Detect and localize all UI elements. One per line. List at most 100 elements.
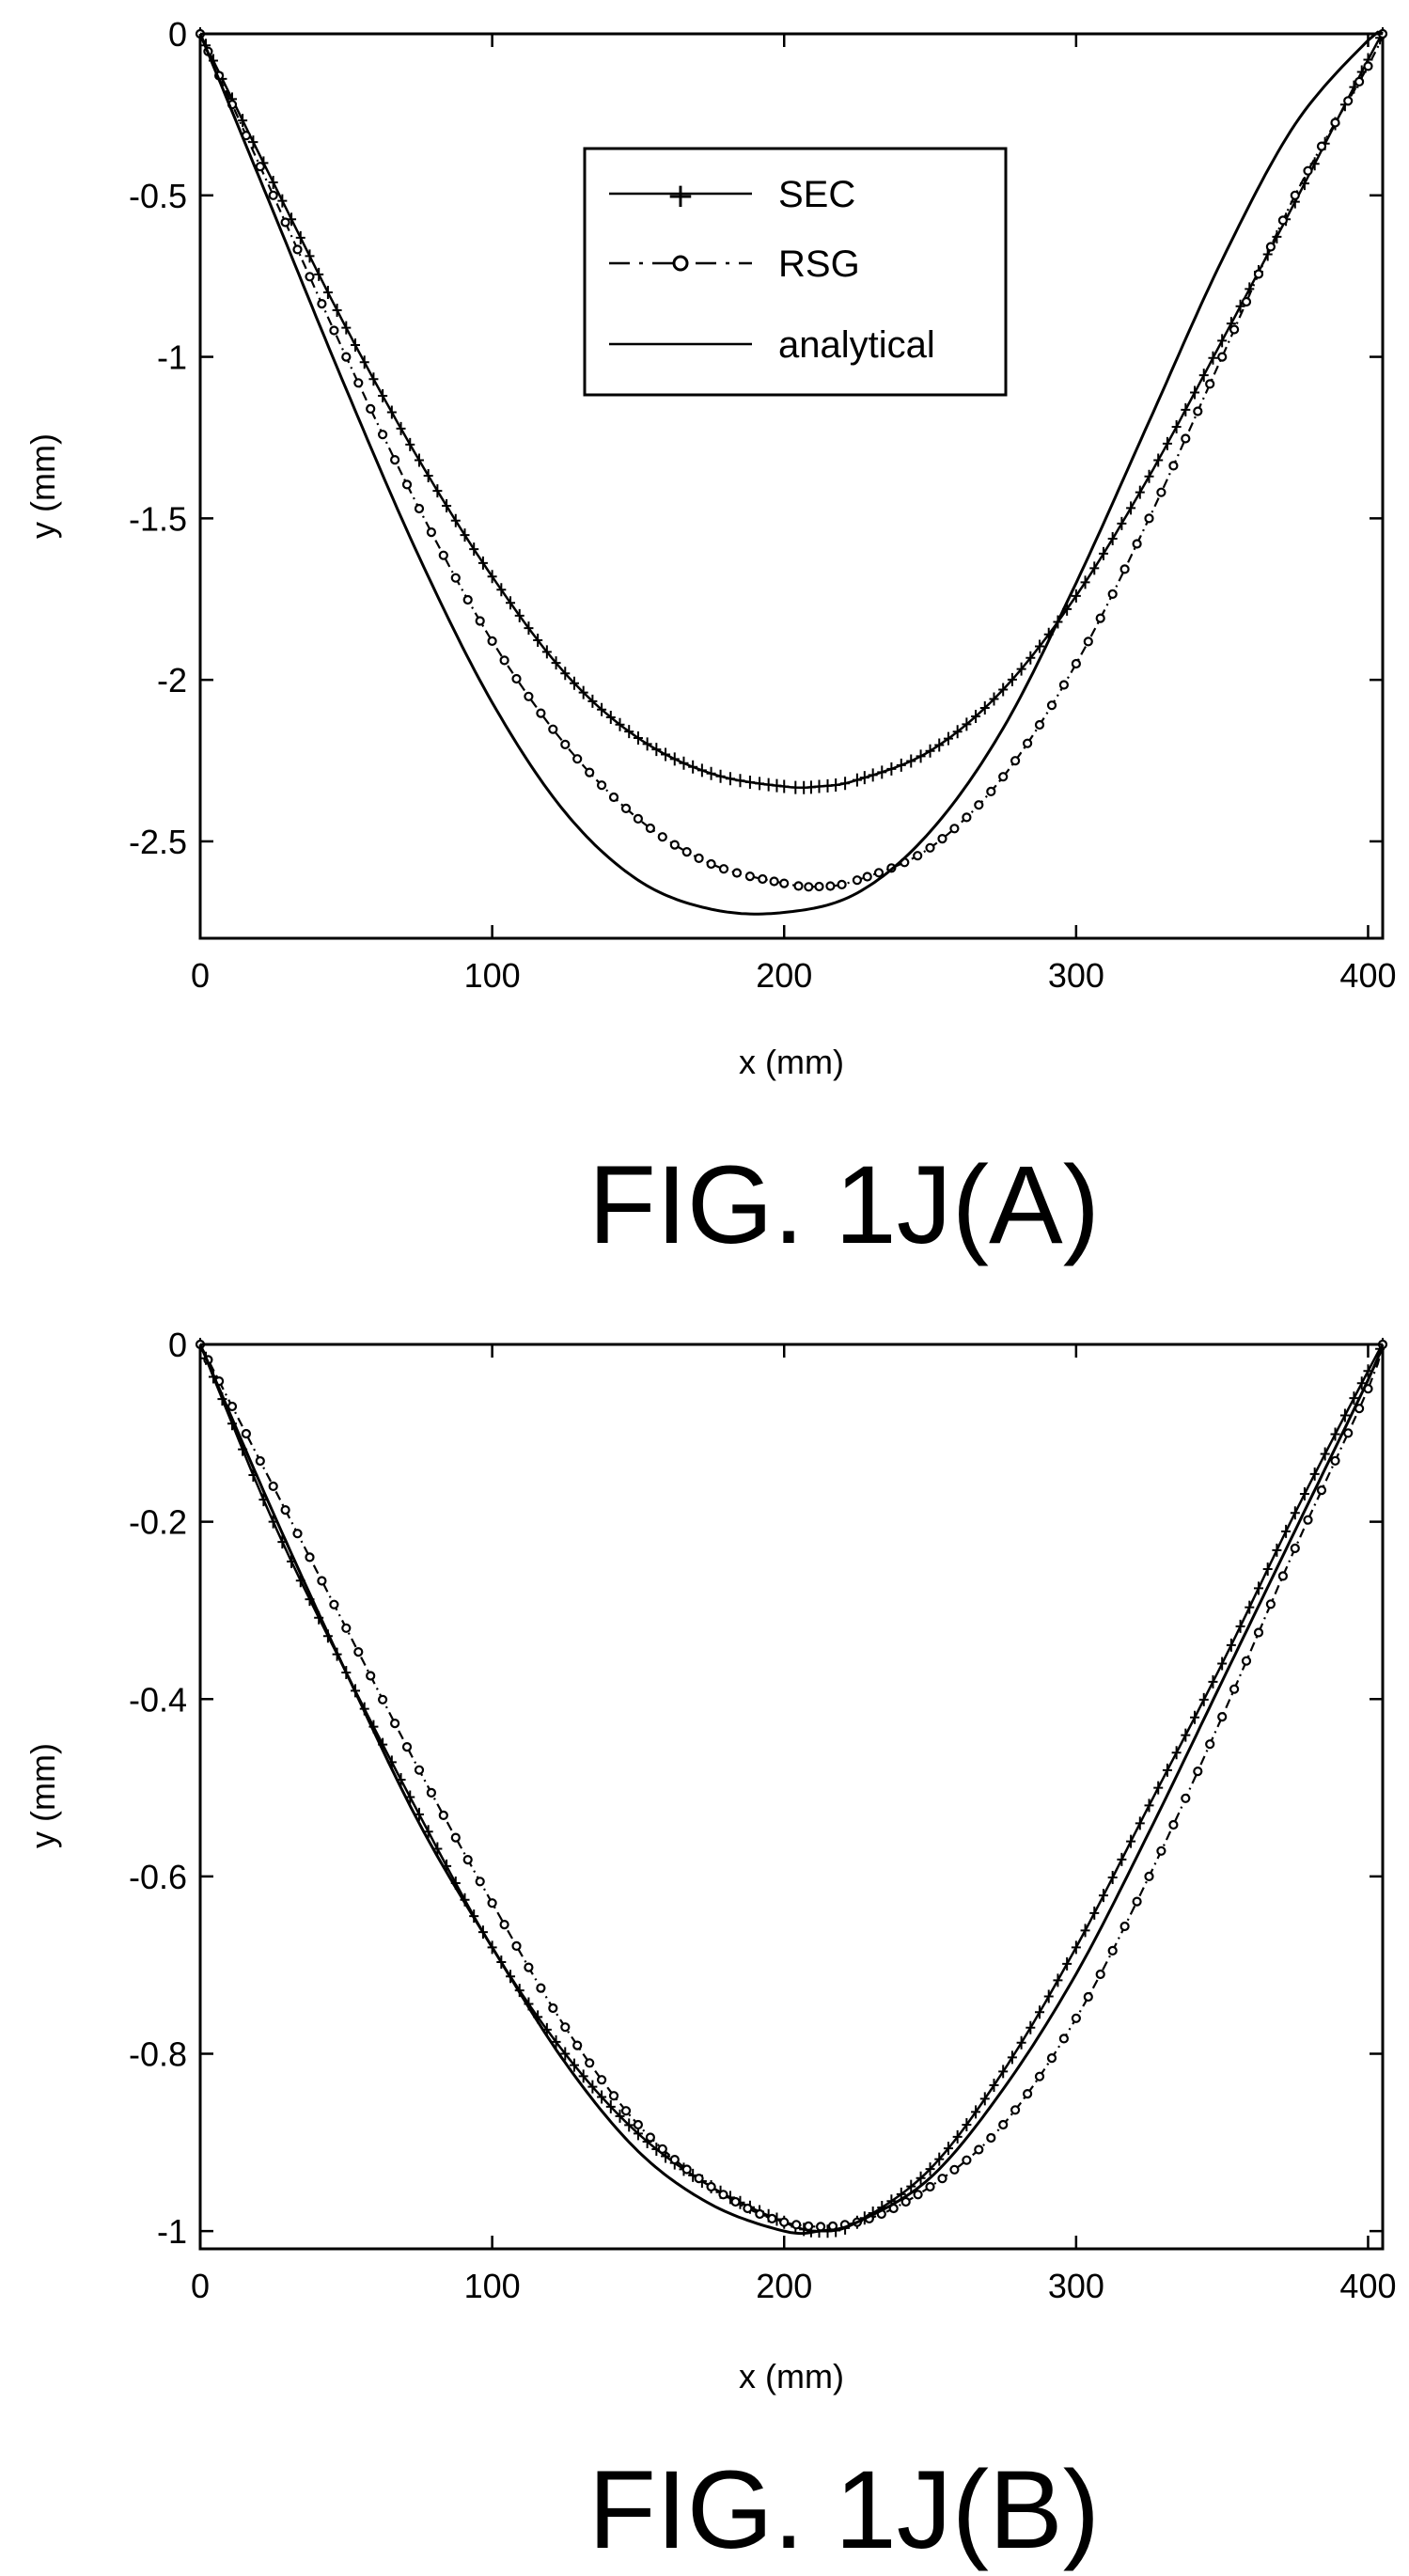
series-rsg-circle-marker [426, 526, 436, 538]
series-sec-plus-marker [1181, 402, 1191, 416]
series-sec-plus-marker [763, 778, 774, 792]
series-rsg-circle-marker [837, 879, 847, 890]
series-sec-plus-marker [1135, 485, 1145, 499]
series-rsg-circle-marker [1205, 1739, 1215, 1750]
series-sec-plus-marker [1272, 229, 1282, 243]
series-rsg-circle-marker [499, 1919, 509, 1930]
series-rsg-circle-marker [511, 1940, 522, 1951]
series-rsg-circle-marker [548, 724, 558, 734]
chart-a-ticks: 0 100 200 300 400 0 -0.5 -1 -1.5 -2 -2.5 [129, 15, 1397, 995]
series-sec-plus-marker [1262, 1563, 1273, 1577]
series-sec-plus-marker [423, 468, 433, 482]
series-rsg-circle-marker [1241, 1656, 1252, 1666]
series-rsg-circle-marker [1205, 379, 1215, 389]
series-sec-plus-marker [1025, 2020, 1036, 2034]
series-rsg-circle-marker [1034, 719, 1045, 730]
series-rsg-circle-marker [401, 1741, 413, 1752]
series-rsg-circle-marker [706, 2181, 716, 2192]
chart-b-y-axis-label: y (mm) [23, 1743, 62, 1848]
series-sec-plus-marker [1126, 501, 1136, 515]
series-sec-plus-marker [341, 321, 352, 335]
series-rsg-circle-marker [536, 708, 546, 718]
series-rsg-circle-marker [1181, 433, 1191, 444]
series-rsg-circle-marker [1071, 2013, 1082, 2023]
series-rsg-circle-marker [1046, 2053, 1057, 2064]
series-rsg-circle-marker [1290, 190, 1300, 200]
series-rsg-circle-marker [1010, 756, 1021, 766]
series-rsg-circle-marker [657, 832, 667, 842]
series-rsg-circle-marker [414, 503, 425, 514]
series-sec-plus-marker [934, 738, 945, 752]
x-tick-label: 200 [756, 2267, 812, 2305]
series-sec-plus-marker [624, 2118, 634, 2132]
series-sec-plus-marker [496, 583, 507, 597]
series-rsg-circle-marker [475, 616, 485, 626]
series-sec-plus-marker [578, 2069, 588, 2083]
series-rsg-circle-marker [255, 162, 265, 172]
series-sec-plus-marker [831, 778, 841, 793]
series-rsg-circle-marker [280, 217, 290, 228]
series-rsg-circle-marker [645, 2132, 656, 2143]
y-tick-label: -0.8 [129, 2035, 187, 2074]
series-sec-plus-marker [597, 702, 607, 716]
series-sec-plus-marker [551, 656, 561, 670]
chart-a-legend: + SEC RSG analytical [583, 147, 1008, 397]
series-rsg-circle-marker [524, 1962, 534, 1972]
series-rsg-circle-marker [1316, 141, 1327, 151]
series-sec-plus-marker [925, 744, 935, 758]
series-sec-plus-marker [477, 556, 488, 570]
series-rsg-circle-marker [1265, 242, 1276, 252]
series-rsg-circle-marker [608, 792, 619, 803]
series-rsg-circle-marker [937, 2174, 947, 2184]
series-sec-plus-marker [791, 780, 801, 794]
series-sec-plus-marker [906, 2179, 916, 2193]
series-sec-plus-marker [1016, 2035, 1026, 2050]
series-rsg-circle-marker [511, 673, 522, 684]
series-rsg-circle-marker [769, 876, 779, 887]
series-sec-plus-marker [962, 2117, 972, 2131]
series-sec-plus-marker [1162, 1763, 1172, 1777]
series-rsg-circle-marker [974, 800, 984, 810]
series-rsg-circle-marker [1119, 1921, 1130, 1932]
series-sec-plus-marker [661, 747, 671, 762]
series-rsg-circle-marker [1277, 215, 1289, 226]
series-sec-plus-marker [896, 758, 906, 772]
series-rsg-circle-marker [450, 573, 461, 583]
series-sec-plus-marker [971, 709, 981, 723]
series-rsg-circle-marker [1156, 487, 1166, 497]
chart-b-ticks: 0 100 200 300 400 0 -0.2 -0.4 -0.6 -0.8 -1 [129, 1326, 1397, 2305]
series-rsg-circle-marker [779, 2217, 790, 2227]
series-rsg-circle-marker [1343, 96, 1354, 106]
series-rsg-circle-marker [758, 873, 768, 885]
series-rsg-circle-marker [974, 2144, 984, 2155]
series-rsg-circle-marker [718, 2190, 728, 2200]
y-tick-label: -0.2 [129, 1503, 187, 1542]
series-sec-plus-marker [642, 737, 652, 751]
x-tick-label: 400 [1339, 956, 1396, 995]
series-sec-plus-marker [806, 780, 816, 794]
series-rsg-circle-marker [255, 1455, 265, 1467]
series-sec-plus-marker [1226, 1638, 1236, 1652]
series-sec-plus-marker [886, 762, 897, 776]
series-rsg-circle-marker [487, 1898, 497, 1908]
series-rsg-circle-marker [731, 868, 743, 878]
chart-a-x-axis-label: x (mm) [739, 1043, 844, 1081]
series-sec-plus-marker [925, 2162, 935, 2176]
chart-a-plot-frame [198, 32, 1385, 940]
series-rsg-circle-marker [1193, 1766, 1203, 1777]
series-sec-plus-marker [952, 725, 963, 739]
series-sec-plus-marker [1208, 351, 1218, 365]
y-tick-label: -2.5 [129, 823, 187, 861]
series-sec-plus-marker [1198, 369, 1209, 383]
x-tick-label: 400 [1339, 2267, 1396, 2305]
series-rsg-circle-marker [744, 871, 756, 882]
series-sec-plus-marker [378, 389, 388, 403]
series-rsg-circle-marker [1168, 461, 1179, 471]
series-sec-plus-marker [1272, 1543, 1282, 1557]
series-rsg-circle-marker [548, 2003, 558, 2014]
series-sec-plus-marker [755, 777, 765, 791]
series-sec-plus-marker [952, 2129, 963, 2144]
x-tick-label: 100 [464, 2267, 521, 2305]
y-tick-label: -0.6 [129, 1858, 187, 1896]
